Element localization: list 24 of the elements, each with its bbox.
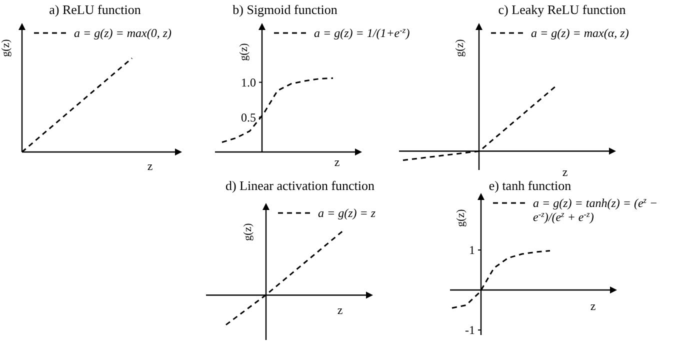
legend-label: a = g(z) = max(0, z) (74, 26, 172, 40)
text: a = g(z) = tanh(z) = (e$^{z}$ − e$^{-z}$)/(e$^{z}$ + e$^{-z}$) (533, 196, 658, 224)
x-axis-title: z (562, 165, 568, 179)
y-axis-title: g(z) (455, 208, 467, 227)
x-axis-title: z (337, 303, 343, 317)
y-axis-title: g(z) (454, 38, 466, 57)
y-axis-title: g(z) (238, 42, 250, 61)
y-tick-label: 0.5 (241, 110, 256, 124)
y-tick-label: -1 (465, 323, 475, 338)
chart-title: b) Sigmoid function (232, 2, 338, 17)
chart-title: c) Leaky ReLU function (498, 2, 626, 17)
chart-title: d) Linear activation function (225, 178, 376, 193)
y-axis-title: g(z) (242, 222, 254, 241)
x-axis-title: z (334, 155, 340, 169)
y-tick-label: 1 (469, 243, 475, 258)
chart-title: a) ReLU function (49, 2, 142, 17)
legend-label: a = g(z) = max(α, z) (531, 26, 629, 40)
y-tick-label: 1.0 (241, 75, 256, 90)
y-axis-title: g(z) (0, 38, 12, 57)
chart-title: e) tanh function (488, 178, 572, 193)
legend-label: a = g(z) = 1/(1+e$^{-z}$) (314, 26, 410, 40)
x-axis-title: z (590, 299, 596, 313)
x-axis-title: z (147, 159, 153, 173)
legend-label: a = g(z) = z (318, 206, 376, 220)
